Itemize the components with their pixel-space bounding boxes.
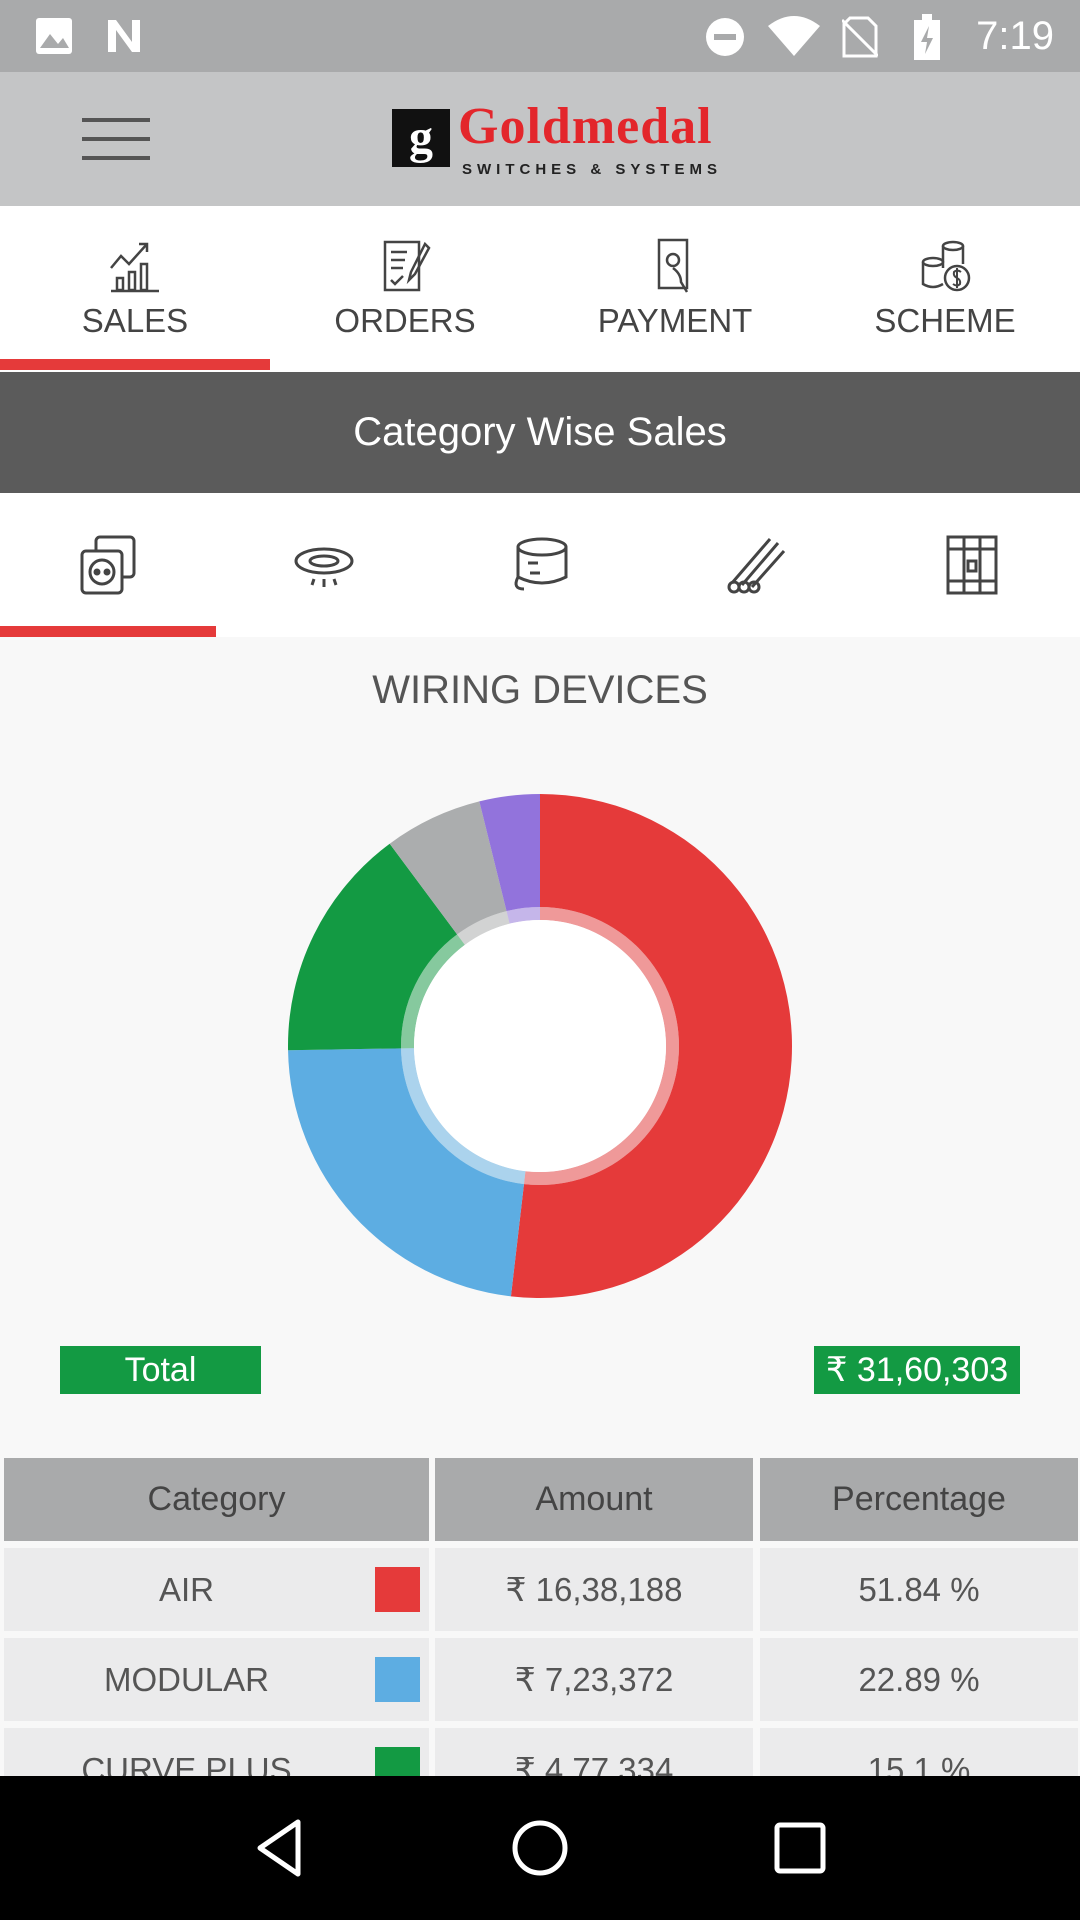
cell-category: MODULAR	[4, 1638, 429, 1721]
sales-table: Category Amount Percentage AIR ₹ 16,38,1…	[0, 1458, 1080, 1818]
image-notification-icon	[36, 18, 72, 54]
n-notification-icon	[108, 20, 140, 52]
distribution-board-icon	[946, 535, 998, 595]
header-amount[interactable]: Amount	[435, 1458, 753, 1541]
donut-slice-air[interactable]	[510, 794, 792, 1298]
category-name: AIR	[158, 1570, 214, 1608]
donut-slice-other-4[interactable]	[479, 794, 540, 912]
category-cables[interactable]	[432, 493, 648, 637]
cable-roll-icon	[514, 537, 568, 591]
category-name: MODULAR	[103, 1660, 270, 1698]
back-icon[interactable]	[248, 1816, 312, 1880]
donut-slice-other-3[interactable]	[389, 801, 507, 935]
dnd-icon	[706, 18, 744, 56]
tab-label: PAYMENT	[597, 302, 753, 339]
orders-icon	[383, 240, 431, 292]
donut-inner-ring	[506, 907, 540, 924]
cell-percentage: 22.89 %	[760, 1638, 1078, 1721]
socket-icon	[80, 535, 136, 595]
wifi-icon	[768, 16, 820, 56]
payment-icon	[657, 238, 689, 293]
total-label: Total	[60, 1346, 261, 1394]
donut-inner-ring	[401, 1048, 526, 1185]
logo-mark: g	[392, 109, 450, 167]
recents-icon[interactable]	[768, 1816, 832, 1880]
color-swatch	[375, 1567, 420, 1612]
logo-name: Goldmedal	[458, 98, 713, 155]
tab-payment[interactable]: PAYMENT	[540, 206, 810, 372]
tab-label: SALES	[81, 302, 189, 339]
category-wiring-devices[interactable]	[0, 493, 216, 637]
donut-inner-ring	[401, 934, 465, 1049]
coins-icon	[921, 240, 971, 292]
table-row[interactable]: MODULAR ₹ 7,23,372 22.89 %	[0, 1638, 1080, 1721]
battery-charging-icon	[914, 14, 940, 60]
donut-chart[interactable]	[0, 780, 1080, 1320]
color-swatch	[375, 1657, 420, 1702]
clock: 7:19	[976, 14, 1054, 58]
tab-label: ORDERS	[334, 302, 476, 339]
menu-icon[interactable]	[82, 118, 150, 160]
cell-amount: ₹ 7,23,372	[435, 1638, 753, 1721]
goldmedal-logo: g Goldmedal SWITCHES & SYSTEMS	[392, 96, 722, 180]
table-header: Category Amount Percentage	[0, 1458, 1080, 1541]
cell-category: AIR	[4, 1548, 429, 1631]
category-lighting[interactable]	[216, 493, 432, 637]
logo-tagline: SWITCHES & SYSTEMS	[462, 161, 723, 178]
tab-sales[interactable]: SALES	[0, 206, 270, 372]
tab-scheme[interactable]: SCHEME	[810, 206, 1080, 372]
category-tabs	[0, 493, 1080, 637]
tab-orders[interactable]: ORDERS	[270, 206, 540, 372]
chart-title: WIRING DEVICES	[372, 668, 708, 712]
header-percentage[interactable]: Percentage	[760, 1458, 1078, 1541]
status-bar: 7:19	[0, 0, 1080, 72]
header-category[interactable]: Category	[4, 1458, 429, 1541]
tab-label: SCHEME	[874, 302, 1016, 339]
category-switchgear[interactable]	[864, 493, 1080, 637]
cell-amount: ₹ 16,38,188	[435, 1548, 753, 1631]
table-row[interactable]: AIR ₹ 16,38,188 51.84 %	[0, 1548, 1080, 1631]
cell-percentage: 51.84 %	[760, 1548, 1078, 1631]
home-icon[interactable]	[508, 1816, 572, 1880]
main-tabs: SALES ORDERS PAYMENT SCHEME	[0, 206, 1080, 372]
app-header: g Goldmedal SWITCHES & SYSTEMS	[0, 72, 1080, 206]
sales-chart-icon	[110, 242, 159, 293]
ceiling-light-icon	[294, 547, 354, 587]
total-value: ₹ 31,60,303	[814, 1346, 1020, 1394]
donut-slice-modular[interactable]	[288, 1048, 524, 1297]
donut-hole	[414, 920, 666, 1172]
donut-inner-ring	[457, 911, 510, 945]
section-title: Category Wise Sales	[0, 372, 1080, 493]
donut-slice-curve-plus[interactable]	[288, 843, 458, 1051]
system-nav-bar	[0, 1776, 1080, 1920]
category-conduits[interactable]	[648, 493, 864, 637]
pipes-icon	[727, 538, 786, 594]
no-sim-icon	[842, 16, 878, 58]
